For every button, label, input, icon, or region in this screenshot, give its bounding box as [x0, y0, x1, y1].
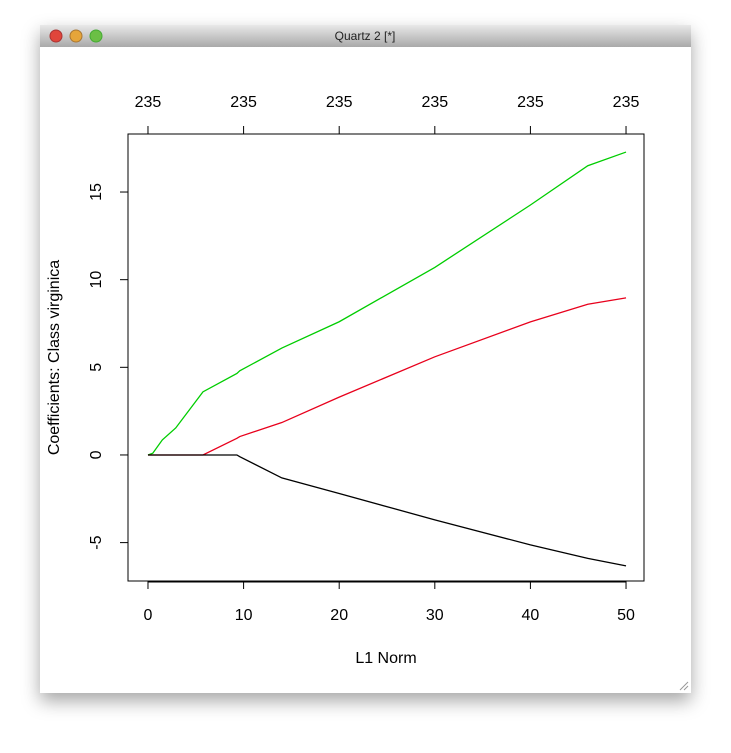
zoom-button[interactable]: [89, 29, 103, 43]
close-button[interactable]: [49, 29, 63, 43]
x-tick-label: 40: [522, 607, 540, 624]
minimize-button[interactable]: [69, 29, 83, 43]
x-tick-label: 30: [426, 607, 444, 624]
y-tick-label: 0: [88, 450, 105, 459]
top-tick-label: 235: [613, 94, 640, 111]
x-tick-label: 20: [330, 607, 348, 624]
top-tick-label: 235: [326, 94, 353, 111]
top-tick-label: 235: [517, 94, 544, 111]
top-tick-label: 235: [135, 94, 162, 111]
window: [40, 25, 691, 693]
top-tick-label: 235: [230, 94, 257, 111]
y-axis-label: Coefficients: Class virginica: [46, 260, 63, 455]
resize-grip[interactable]: [679, 681, 689, 691]
y-tick-label: 15: [88, 183, 105, 201]
y-tick-label: 5: [88, 363, 105, 372]
title-bar: [40, 25, 691, 47]
y-tick-label: -5: [88, 535, 105, 549]
y-tick-label: 10: [88, 271, 105, 289]
series-line: [147, 151, 627, 456]
top-tick-label: 235: [421, 94, 448, 111]
plot-box: [127, 133, 645, 582]
series-line: [147, 454, 627, 567]
x-tick-label: 50: [617, 607, 635, 624]
x-tick-label: 0: [144, 607, 153, 624]
x-axis-label: L1 Norm: [355, 650, 416, 667]
x-tick-label: 10: [235, 607, 253, 624]
window-title: Quartz 2 [*]: [335, 29, 396, 43]
